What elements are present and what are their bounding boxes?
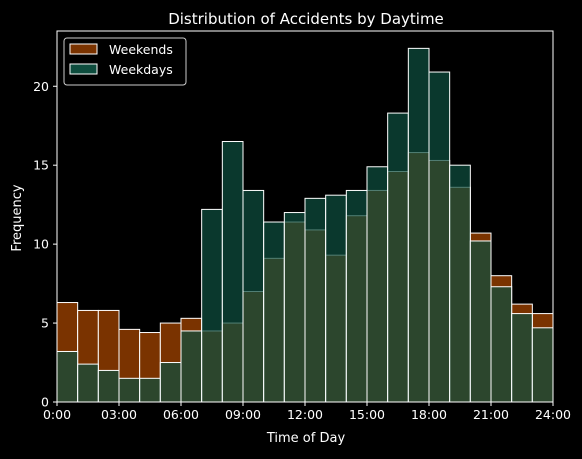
y-tick-label: 5 [41,316,49,331]
x-tick-label: 06:00 [163,407,199,422]
weekdays-bar [490,286,513,403]
legend-label: Weekdays [109,62,173,77]
x-axis: 0:00 03:00 06:00 09:00 12:00 15:00 18:00 21:00 2… [43,402,571,422]
y-axis: 0 5 10 15 20 [33,79,57,410]
weekdays-bar [428,71,451,403]
weekdays-bar [56,350,79,403]
weekdays-bar [325,194,347,403]
y-tick-label: 15 [33,158,49,173]
weekdays-bar [97,369,120,403]
weekdays-bar [118,377,141,403]
legend-label: Weekends [109,42,173,57]
legend: Weekends Weekdays [63,37,187,86]
weekdays-bar [345,189,368,403]
y-tick-label: 10 [33,237,49,252]
weekdays-bar [283,212,306,403]
x-tick-label: 03:00 [101,407,137,422]
weekdays-bar [511,313,533,403]
weekdays-bar [77,363,99,403]
x-tick-label: 24:00 [535,407,571,422]
y-axis-label: Frequency [10,184,25,251]
weekdays-bar [407,47,430,403]
x-tick-label: 21:00 [473,407,509,422]
y-tick-label: 20 [33,79,49,94]
weekdays-bar [180,330,203,403]
weekdays-bar [221,141,244,403]
weekdays-bar [201,208,223,403]
legend-swatch [69,63,98,75]
weekdays-bar [449,164,471,403]
y-tick-label: 0 [41,395,49,410]
x-tick-label: 09:00 [225,407,261,422]
weekdays-bar [304,197,327,403]
weekdays-bar [531,327,554,403]
weekdays-bar [159,362,182,403]
weekdays-bar [387,112,409,403]
weekdays-bar [263,221,285,403]
legend-swatch [69,43,98,55]
x-axis-label: Time of Day [266,431,346,446]
x-tick-label: 12:00 [287,407,323,422]
bars-layer [56,47,554,403]
weekdays-bar [469,240,492,403]
weekdays-bar [242,189,265,403]
x-tick-label: 18:00 [411,407,447,422]
x-tick-label: 15:00 [349,407,385,422]
x-tick-label: 0:00 [43,407,71,422]
chart-title: Distribution of Accidents by Daytime [168,10,444,28]
weekdays-bar [139,377,161,403]
weekdays-bar [366,166,389,403]
